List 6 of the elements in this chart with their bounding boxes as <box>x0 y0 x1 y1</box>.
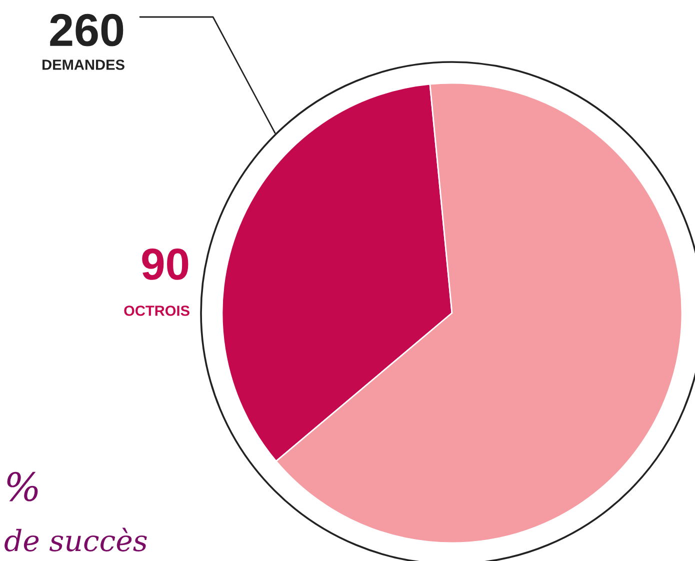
text: % <box>7 472 38 502</box>
text: de succès <box>4 528 147 552</box>
data-label: 90 <box>142 248 188 280</box>
text: 260 <box>50 14 124 46</box>
slice-label: OCTROIS <box>124 306 190 316</box>
text: DEMANDES <box>42 60 124 70</box>
